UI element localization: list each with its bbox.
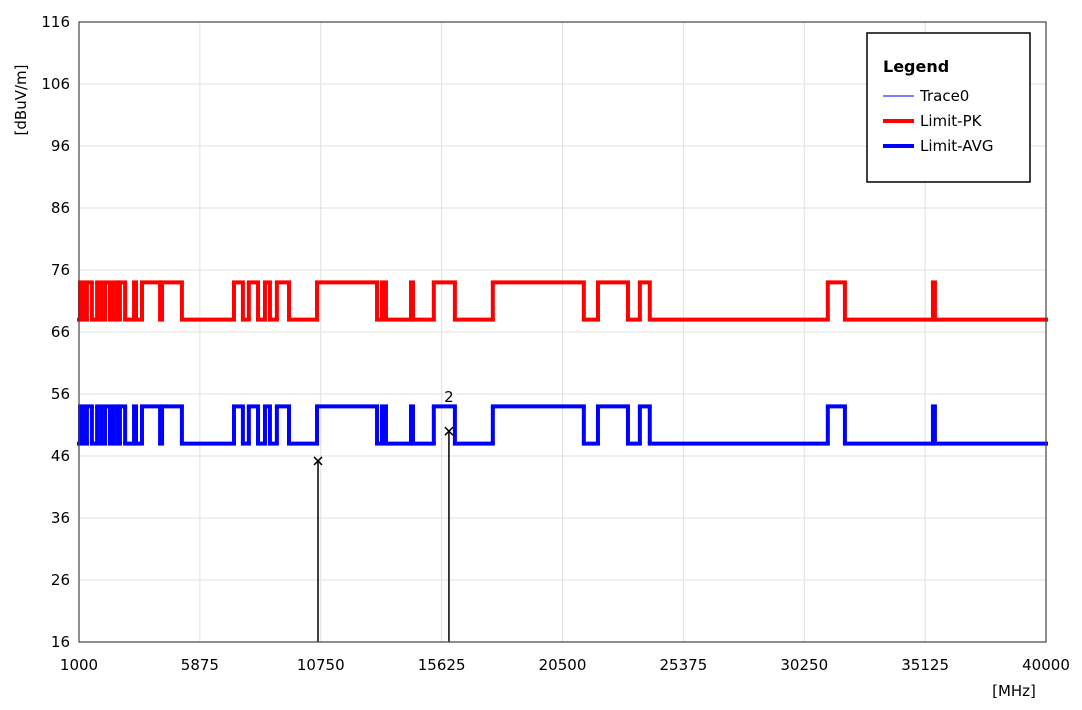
legend-box (866, 32, 1031, 183)
x-tick-label: 10750 (297, 656, 345, 674)
y-tick-label: 96 (51, 137, 70, 155)
x-tick-label: 30250 (780, 656, 828, 674)
y-tick-label: 46 (51, 447, 70, 465)
legend-label: Limit-PK (920, 112, 983, 130)
y-tick-label: 86 (51, 199, 70, 217)
y-tick-label: 76 (51, 261, 70, 279)
marker (313, 456, 323, 466)
legend: Legend Trace0 Limit-PK Limit-AVG (866, 32, 1031, 183)
x-tick-label: 35125 (901, 656, 949, 674)
y-tick-label: 56 (51, 385, 70, 403)
x-tick-label: 20500 (539, 656, 587, 674)
legend-title: Legend (883, 57, 949, 76)
x-tick-label: 1000 (60, 656, 98, 674)
legend-label: Trace0 (919, 87, 969, 105)
x-tick-label: 15625 (418, 656, 466, 674)
y-tick-label: 16 (51, 633, 70, 651)
y-tick-label: 36 (51, 509, 70, 527)
axes: 16 26 36 46 56 66 76 86 96 106 116 1000 5875 10750 156… (41, 13, 1070, 674)
x-tick-label: 5875 (181, 656, 219, 674)
y-axis-label: [dBuV/m] (12, 65, 30, 136)
y-tick-label: 116 (41, 13, 70, 31)
plot-frame (78, 21, 1047, 643)
x-tick-label: 25375 (660, 656, 708, 674)
plot: 2 (77, 280, 1048, 642)
legend-label: Limit-AVG (920, 137, 993, 155)
marker (444, 426, 454, 436)
marker-label: 2 (444, 388, 454, 406)
y-tick-label: 66 (51, 323, 70, 341)
x-tick-label: 40000 (1022, 656, 1070, 674)
x-axis-label: [MHz] (992, 682, 1036, 700)
y-tick-label: 26 (51, 571, 70, 589)
y-tick-label: 106 (41, 75, 70, 93)
